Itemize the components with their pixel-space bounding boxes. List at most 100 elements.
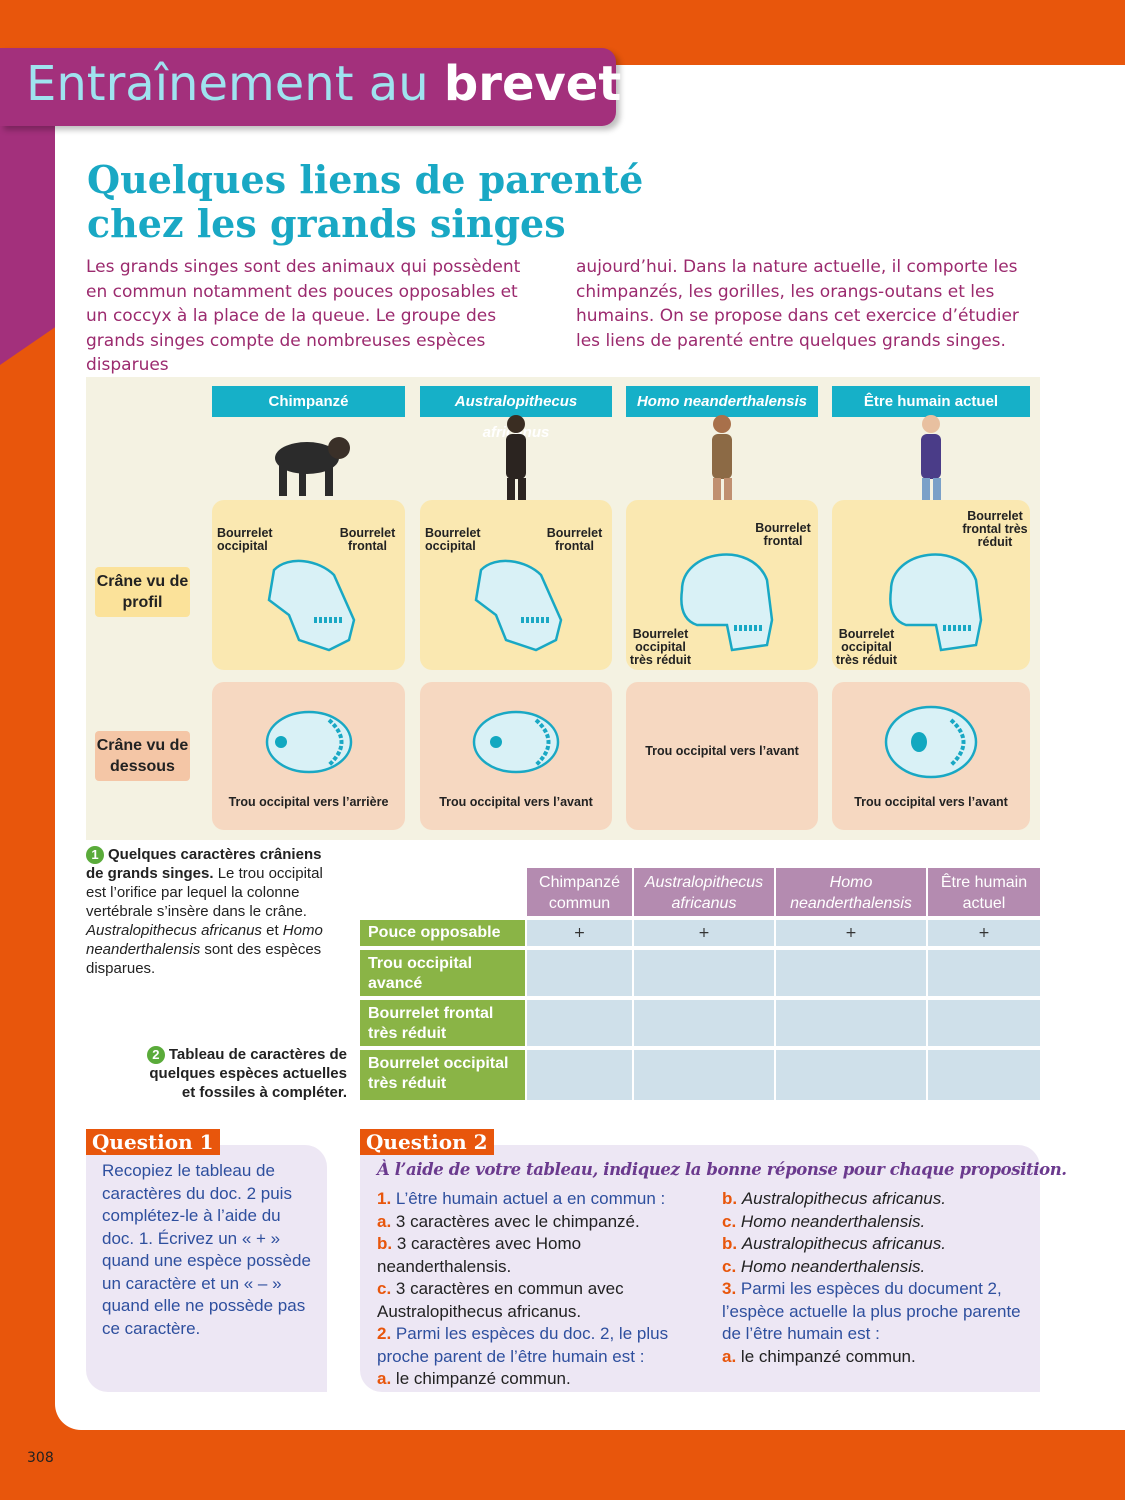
option-key: b. (722, 1234, 738, 1253)
table-cell (527, 1050, 632, 1100)
option-key: a. (377, 1211, 392, 1231)
skull-below-drawing (466, 705, 571, 780)
intro-col-1: Les grands singes sont des animaux qui p… (86, 257, 521, 375)
chimpanzee-illustration (274, 420, 350, 498)
option-text: Parmi les espèces du doc. 2, le plus pro… (377, 1324, 669, 1366)
table-cell (527, 1000, 632, 1046)
frontal-label: Bourrelet frontal très réduit (962, 509, 1028, 549)
answer-option[interactable]: c. 3 caractères en commun avec Australop… (377, 1278, 677, 1323)
table-row-label: Pouce opposable (360, 920, 525, 946)
occipital-label: Bourrelet occipital (217, 526, 273, 553)
table-cell: + (928, 920, 1040, 946)
option-text: Australopithecus africanus. (741, 1189, 946, 1208)
doc1-italic: Homo neanderthalensis (86, 922, 323, 958)
option-text: le chimpanzé commun. (740, 1346, 916, 1366)
question-2-box (360, 1145, 1040, 1392)
question-2-tag: Question 2 (360, 1129, 494, 1155)
doc-number-badge: 2 (146, 1046, 165, 1064)
table-cell (776, 1000, 926, 1046)
answer-option[interactable]: c. Homo neanderthalensis. (722, 1211, 1022, 1234)
occipital-label: Bourrelet occipital très réduit (835, 627, 898, 667)
option-key: 2. (377, 1324, 392, 1343)
question-stem: 3. Parmi les espèces du document 2, l’es… (722, 1278, 1022, 1346)
option-text: 3 caractères en commun avec Australopith… (377, 1279, 624, 1321)
doc1-caption: 1 Quelques caractères crâniens de grands … (86, 845, 341, 978)
title-line-1: Quelques liens de parenté (87, 157, 644, 202)
banner-bold: brevet (443, 56, 622, 112)
table-column-header: Australopithecus africanus (634, 868, 774, 916)
table-cell (527, 950, 632, 996)
doc1-text: Le trou occipital est l’orifice par lequ… (86, 865, 323, 920)
option-text: Parmi les espèces du document 2, l’espèc… (722, 1279, 1021, 1343)
table-column-header: Être humain actuel (928, 868, 1040, 916)
question-1-text: Recopiez le tableau de caractères du doc… (102, 1161, 311, 1338)
table-cell (928, 1000, 1040, 1046)
table-row-label: Trou occipital avancé (360, 950, 525, 996)
option-text: L’être humain actuel a en commun : (395, 1189, 666, 1208)
doc-number-badge: 1 (86, 846, 104, 864)
table-cell: + (527, 920, 632, 946)
foramen-label: Trou occipital vers l’avant (645, 744, 799, 758)
occipital-label: Bourrelet occipital (425, 526, 481, 553)
foramen-label: Trou occipital vers l’arrière (228, 795, 389, 809)
answer-option[interactable]: a. le chimpanzé commun. (377, 1368, 677, 1391)
table-cell (928, 950, 1040, 996)
column-header: Être humain actuel (832, 386, 1030, 417)
foramen-label: Trou occipital vers l’avant (854, 795, 1008, 809)
option-text: Homo neanderthalensis. (740, 1256, 926, 1276)
frontal-label: Bourrelet frontal (339, 526, 396, 553)
table-cell (634, 1000, 774, 1046)
column-header: Homo neanderthalensis (626, 386, 818, 417)
option-text: 3 caractères avec le chimpanzé. (395, 1211, 640, 1231)
answer-option[interactable]: c. Homo neanderthalensis. (722, 1256, 1022, 1279)
skull-profile-drawing (881, 540, 991, 660)
option-key: 1. (377, 1189, 392, 1208)
page-title: Quelques liens de parenté chez les grands… (87, 158, 643, 246)
table-cell: + (634, 920, 774, 946)
table-cell (634, 1050, 774, 1100)
skull-below-drawing (881, 705, 986, 780)
section-banner: Entraînement au brevet (0, 48, 621, 126)
option-text: Homo neanderthalensis. (740, 1211, 926, 1231)
table-row-label: Bourrelet frontal très réduit (360, 1000, 525, 1046)
option-text: 3 caractères avec Homo neanderthalensis. (377, 1234, 582, 1276)
doc1-italic: Australopithecus africanus (86, 922, 262, 939)
column-header: Chimpanzé (212, 386, 405, 417)
doc1-title: Quelques caractères crâniens de grands s… (86, 846, 322, 882)
answer-option[interactable]: a. le chimpanzé commun. (722, 1346, 1022, 1369)
occipital-label: Bourrelet occipital très réduit (629, 627, 692, 667)
foramen-label: Trou occipital vers l’avant (439, 795, 593, 809)
doc2-caption: 2 Tableau de caractères de quelques espèc… (135, 1045, 347, 1102)
page-number: 308 (27, 1450, 54, 1466)
title-line-2: chez les grands singes (87, 201, 566, 246)
table-cell (928, 1050, 1040, 1100)
table-cell (776, 1050, 926, 1100)
option-key: c. (722, 1256, 737, 1276)
option-key: a. (377, 1369, 392, 1388)
frontal-label: Bourrelet frontal (546, 526, 603, 553)
answer-option[interactable]: b. Australopithecus africanus. (722, 1188, 1022, 1211)
option-key: 3. (722, 1279, 737, 1298)
table-cell: + (776, 920, 926, 946)
answer-option[interactable]: a. 3 caractères avec le chimpanzé. (377, 1211, 677, 1234)
table-cell (776, 950, 926, 996)
row-label-below: Crâne vu de dessous (95, 731, 190, 781)
question-stem: 1. L’être humain actuel a en commun : (377, 1188, 677, 1211)
option-text: le chimpanzé commun. (395, 1369, 571, 1388)
option-key: c. (722, 1211, 737, 1231)
option-key: c. (377, 1279, 392, 1298)
table-row-label: Bourrelet occipital très réduit (360, 1050, 525, 1100)
answer-option[interactable]: b. 3 caractères avec Homo neanderthalens… (377, 1233, 677, 1278)
row-label-profile: Crâne vu de profil (95, 567, 190, 617)
skull-profile-drawing (466, 540, 576, 660)
doc2-title: Tableau de caractères de quelques espèce… (149, 1046, 347, 1101)
below-panel (626, 682, 818, 830)
option-key: b. (722, 1189, 738, 1208)
answer-option[interactable]: b. Australopithecus africanus. (722, 1233, 1022, 1256)
intro-col-2: aujourd’hui. Dans la nature actuelle, il… (576, 257, 1019, 351)
skull-profile-drawing (672, 540, 782, 660)
doc1-text: sont des espèces disparues. (86, 941, 322, 977)
option-key: a. (722, 1346, 737, 1366)
banner-light: Entraînement au (26, 56, 429, 112)
skull-profile-drawing (259, 540, 369, 660)
